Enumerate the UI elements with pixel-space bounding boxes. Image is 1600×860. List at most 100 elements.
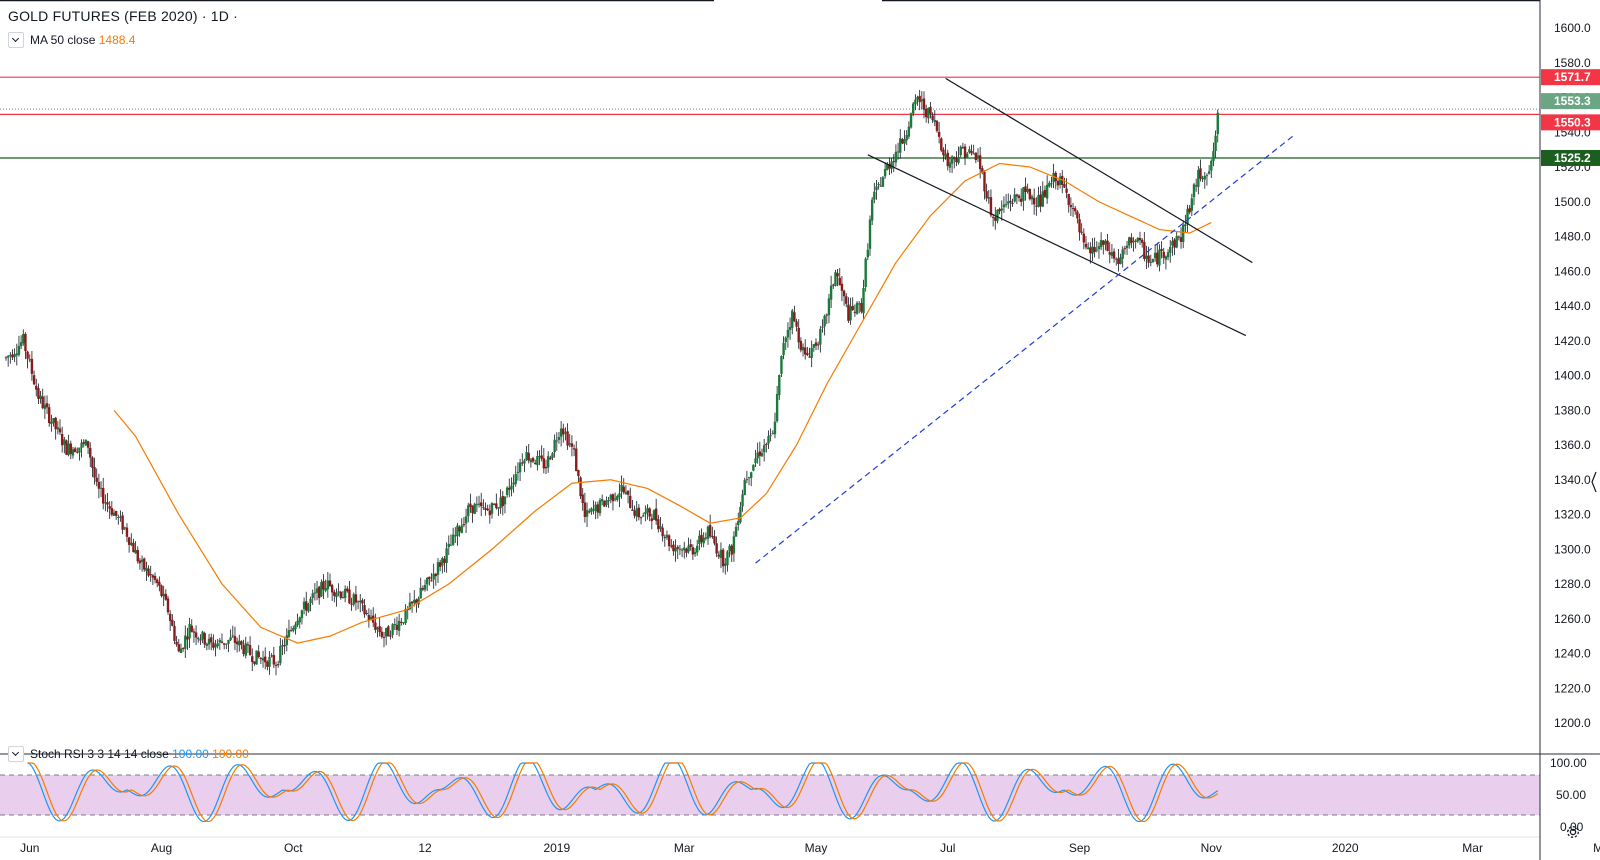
candle-body — [1166, 252, 1170, 258]
candle-body — [227, 639, 230, 644]
candle-body — [37, 388, 40, 399]
candle-body — [1022, 187, 1025, 201]
candle-body — [166, 598, 170, 613]
candle-body — [71, 449, 75, 456]
time-axis[interactable]: Jun Aug Oct 12 2019 Mar May Jul Sep Nov 2020 Mar May — [20, 841, 1600, 855]
candle-body — [1106, 240, 1109, 252]
candle-body — [192, 631, 196, 633]
candle-body — [417, 598, 420, 605]
candle-body — [112, 512, 116, 516]
candle-body — [438, 562, 442, 567]
candle-body — [365, 612, 368, 614]
candle-body — [261, 658, 265, 661]
chevron-down-icon[interactable] — [8, 746, 24, 762]
candle-body — [138, 560, 142, 564]
candle-body — [994, 217, 997, 221]
candle-body — [54, 417, 57, 430]
candle-body — [1117, 258, 1120, 265]
candle-body — [642, 515, 645, 517]
symbol-title[interactable]: GOLD FUTURES (FEB 2020) · 1D · — [8, 8, 239, 24]
candle-body — [4, 357, 8, 359]
candle-body — [978, 155, 982, 169]
candle-body — [343, 588, 347, 599]
candle-body — [171, 619, 174, 626]
candle-body — [916, 97, 919, 100]
price-level-tag — [1541, 114, 1600, 131]
candle-body — [810, 347, 813, 358]
candle-body — [378, 626, 381, 633]
candle-body — [1030, 196, 1034, 200]
candle-body — [605, 500, 608, 505]
candle-body — [1212, 151, 1215, 162]
candle-body — [1065, 188, 1068, 193]
candle-body — [598, 500, 602, 514]
candle-body — [1143, 242, 1146, 259]
time-tick-label: Nov — [1201, 841, 1222, 855]
channel-lower-line[interactable] — [867, 154, 1247, 337]
channel-upper-line[interactable] — [945, 77, 1253, 264]
price-level-tag — [1541, 69, 1600, 86]
gear-icon[interactable] — [1565, 824, 1581, 840]
price-tick-label: 1480.0 — [1554, 230, 1591, 244]
candle-body — [991, 216, 995, 218]
price-tick-label: 1260.0 — [1554, 612, 1591, 626]
chevron-down-icon[interactable] — [8, 32, 24, 48]
candle-body — [788, 327, 792, 330]
candle-body — [927, 107, 930, 119]
rsi-legend[interactable]: Stoch RSI 3 3 14 14 close 100.00 100.00 — [8, 746, 249, 763]
candle-body — [333, 591, 336, 596]
candle-body — [752, 464, 755, 471]
time-tick-label: May — [1593, 841, 1600, 855]
candle-body — [136, 549, 139, 562]
candle-body — [745, 479, 749, 481]
candle-body — [462, 524, 466, 526]
candle-body — [149, 574, 152, 576]
candle-body — [225, 643, 228, 645]
candle-body — [266, 661, 269, 667]
candle-body — [1043, 189, 1047, 197]
candle-body — [404, 608, 407, 624]
candle-body — [56, 427, 60, 430]
rsi-axis[interactable]: 100.00 50.00 0.00 — [1550, 756, 1587, 834]
candle-body — [732, 536, 736, 554]
axis-drag-handle-icon[interactable] — [1591, 471, 1597, 493]
candle-body — [201, 631, 204, 640]
candle-body — [1179, 237, 1183, 242]
candle-body — [302, 601, 306, 610]
candle-body — [93, 467, 96, 478]
candle-body — [622, 486, 625, 493]
candle-body — [836, 273, 839, 277]
candle-body — [521, 462, 524, 464]
candle-body — [415, 599, 418, 604]
candle-body — [581, 494, 584, 504]
candle-body — [620, 485, 623, 492]
stoch-rsi-pane[interactable] — [0, 762, 1540, 823]
candle-body — [950, 156, 954, 164]
candle-body — [657, 519, 660, 530]
candle-body — [562, 428, 565, 435]
candle-body — [151, 575, 155, 578]
candle-body — [335, 592, 338, 598]
candle-body — [637, 507, 641, 518]
candle-body — [624, 492, 628, 494]
candle-body — [484, 508, 487, 510]
candle-body — [1020, 198, 1023, 202]
candle-body — [1190, 198, 1194, 211]
candle-body — [283, 645, 286, 647]
candle-body — [1013, 194, 1016, 202]
candle-body — [210, 637, 213, 643]
support-trendline[interactable] — [755, 133, 1296, 564]
candle-body — [853, 311, 857, 313]
candle-body — [590, 508, 593, 512]
ma-legend[interactable]: MA 50 close 1488.4 — [8, 32, 135, 49]
candle-body — [1147, 255, 1150, 263]
candle-body — [838, 277, 841, 286]
candle-body — [123, 527, 126, 529]
candle-body — [728, 545, 731, 551]
candle-body — [501, 496, 504, 507]
candle-body — [914, 99, 917, 105]
price-tick-label: 1460.0 — [1554, 264, 1591, 278]
candle-body — [983, 171, 986, 192]
candle-body — [1119, 257, 1122, 264]
